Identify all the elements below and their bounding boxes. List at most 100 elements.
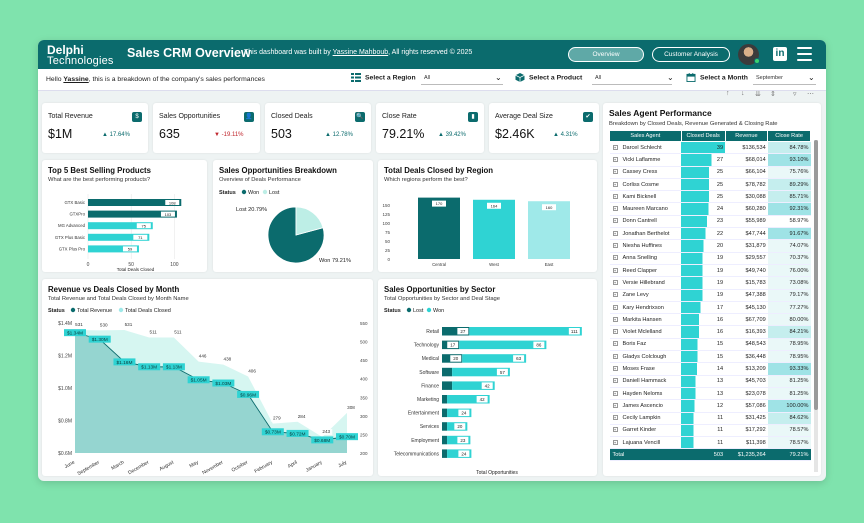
drill-down-icon[interactable]: ⇊ bbox=[755, 91, 761, 98]
month-filter-label: Select a Month bbox=[700, 74, 748, 82]
expand-row-icon[interactable]: + bbox=[612, 390, 618, 396]
agents-column-header[interactable]: Revenue bbox=[724, 130, 769, 142]
table-row[interactable]: + Kami Bicknell 25 $30,088 85.71% bbox=[609, 190, 811, 204]
month-filter[interactable]: Select a Month September ⌄ bbox=[686, 73, 816, 87]
table-row[interactable]: + Markita Hansen 16 $67,709 80.00% bbox=[609, 313, 811, 327]
expand-row-icon[interactable]: + bbox=[612, 243, 618, 249]
expand-row-icon[interactable]: + bbox=[612, 230, 618, 236]
expand-row-icon[interactable]: + bbox=[612, 292, 618, 298]
expand-row-icon[interactable]: + bbox=[612, 316, 618, 322]
expand-row-icon[interactable]: + bbox=[612, 181, 618, 187]
table-row[interactable]: + Gladys Colclough 15 $36,448 78.95% bbox=[609, 350, 811, 364]
menu-icon[interactable] bbox=[797, 47, 812, 61]
expand-row-icon[interactable]: + bbox=[612, 304, 618, 310]
expand-row-icon[interactable]: + bbox=[612, 144, 618, 150]
close-rate-cell: 92.31% bbox=[767, 202, 811, 216]
expand-row-icon[interactable]: + bbox=[612, 402, 618, 408]
revenue-cell: $47,388 bbox=[725, 289, 768, 302]
table-row[interactable]: + Kary Hendrixson 17 $45,130 77.27% bbox=[609, 301, 811, 315]
expand-row-icon[interactable]: + bbox=[612, 193, 618, 199]
table-row[interactable]: + Versie Hillebrand 19 $15,783 73.08% bbox=[609, 276, 811, 290]
agents-column-header[interactable]: Sales Agent bbox=[609, 130, 682, 142]
table-row[interactable]: + Reed Clapper 19 $49,740 76.00% bbox=[609, 264, 811, 278]
table-row[interactable]: + Zane Levy 19 $47,388 79.17% bbox=[609, 289, 811, 302]
won-data-label: 24 bbox=[461, 411, 467, 416]
revenue-month-card: Revenue vs Deals Closed by Month Total R… bbox=[42, 279, 373, 476]
expand-row-icon[interactable]: + bbox=[612, 366, 618, 371]
revenue-label-bg bbox=[311, 436, 334, 444]
expand-row-icon[interactable]: + bbox=[612, 255, 618, 261]
expand-row-icon[interactable]: + bbox=[612, 169, 618, 175]
table-row[interactable]: + James Ascencio 12 $57,086 100.00% bbox=[609, 399, 811, 413]
table-row[interactable]: + Moses Frase 14 $13,209 93.33% bbox=[609, 362, 811, 376]
region-filter[interactable]: Select a Region All ⌄ bbox=[351, 73, 503, 87]
expand-row-icon[interactable]: + bbox=[612, 341, 618, 347]
expand-row-icon[interactable]: + bbox=[612, 378, 618, 384]
agents-scrollbar[interactable] bbox=[814, 140, 818, 472]
expand-row-icon[interactable]: + bbox=[612, 218, 618, 224]
table-row[interactable]: + Boris Faz 15 $48,543 78.95% bbox=[609, 338, 811, 352]
agent-name-cell: + Hayden Neloms bbox=[609, 387, 682, 401]
table-row[interactable]: + Anna Snelling 19 $29,557 70.37% bbox=[609, 252, 811, 265]
agents-column-header[interactable]: Closed Deals bbox=[680, 130, 726, 142]
more-options-icon[interactable]: ⋯ bbox=[807, 91, 814, 98]
author-link[interactable]: Yassine Mahboub bbox=[332, 49, 389, 56]
kpi-change: ▲ 4.31% bbox=[553, 132, 578, 138]
table-row[interactable]: + Cassey Cress 25 $66,104 75.76% bbox=[609, 166, 811, 179]
table-row[interactable]: + Darcel Schlecht 39 $136,534 84.78% bbox=[609, 141, 811, 155]
nav-overview-button[interactable]: Overview bbox=[568, 47, 644, 62]
closed-deals-cell: 39 bbox=[681, 141, 726, 155]
arrow-down-icon[interactable]: ↓ bbox=[741, 90, 745, 97]
agent-name-cell: + Maureen Marcano bbox=[609, 202, 682, 216]
linkedin-icon[interactable]: in bbox=[773, 47, 787, 61]
table-row[interactable]: + Donn Cantrell 23 $55,989 58.97% bbox=[609, 215, 811, 229]
expand-row-icon[interactable]: + bbox=[612, 329, 618, 335]
filter-icon[interactable]: ▿ bbox=[793, 91, 797, 98]
arrow-up-icon[interactable]: ↑ bbox=[726, 90, 730, 97]
nav-customer-analysis-button[interactable]: Customer Analysis bbox=[652, 47, 730, 62]
product-filter[interactable]: Select a Product All ⌄ bbox=[515, 73, 674, 87]
table-row[interactable]: + Vicki Laflamme 27 $68,014 93.10% bbox=[609, 153, 811, 167]
expand-row-icon[interactable]: + bbox=[612, 353, 618, 359]
table-row[interactable]: + Garret Kinder 11 $17,292 78.57% bbox=[609, 424, 811, 438]
agent-name-cell: + Kary Hendrixson bbox=[609, 301, 682, 315]
bar-lost bbox=[442, 449, 448, 458]
table-row[interactable]: + Daniell Hammack 13 $45,703 81.25% bbox=[609, 375, 811, 388]
avatar[interactable] bbox=[738, 44, 760, 65]
expand-row-icon[interactable]: + bbox=[612, 279, 618, 285]
bar-lost bbox=[442, 408, 448, 418]
deals-data-label: 438 bbox=[224, 357, 232, 362]
revenue-label-bg bbox=[88, 335, 111, 343]
agent-name: Niesha Huffines bbox=[622, 243, 662, 250]
lost-data-label: 27 bbox=[460, 329, 466, 334]
table-row[interactable]: + Cecily Lampkin 11 $31,425 84.62% bbox=[609, 412, 811, 425]
table-row[interactable]: + Corliss Cosme 25 $78,782 89.29% bbox=[609, 178, 811, 192]
product-filter-underline bbox=[592, 84, 672, 85]
expand-row-icon[interactable]: + bbox=[612, 267, 618, 273]
table-row[interactable]: + Hayden Neloms 13 $23,078 81.25% bbox=[609, 387, 811, 401]
agent-name: Markita Hansen bbox=[622, 316, 662, 323]
table-row[interactable]: + Jonathan Berthelot 22 $47,744 91.67% bbox=[609, 227, 811, 241]
month-label: July bbox=[337, 459, 348, 469]
agent-name: Cassey Cress bbox=[622, 169, 658, 176]
y-right-tick-label: 250 bbox=[360, 432, 368, 437]
deals-breakdown-subtitle: Overview of Deals Performance bbox=[219, 177, 301, 183]
product-filter-label: Select a Product bbox=[529, 74, 583, 82]
table-row[interactable]: + Maureen Marcano 24 $60,280 92.31% bbox=[609, 202, 811, 216]
expand-icon[interactable]: ⇕ bbox=[770, 91, 776, 98]
table-row[interactable]: + Niesha Huffines 20 $31,879 74.07% bbox=[609, 239, 811, 253]
expand-row-icon[interactable]: + bbox=[612, 415, 618, 421]
agents-scrollbar-thumb[interactable] bbox=[814, 140, 818, 410]
expand-row-icon[interactable]: + bbox=[612, 156, 618, 162]
greeting: Hello Yassine, this is a breakdown of th… bbox=[46, 76, 265, 83]
expand-row-icon[interactable]: + bbox=[612, 427, 618, 433]
y-right-tick-label: 350 bbox=[360, 395, 368, 400]
table-row[interactable]: + Lajuana Vencill 11 $11,398 78.57% bbox=[609, 436, 811, 450]
lost-data-label: 17 bbox=[450, 343, 456, 348]
table-row[interactable]: + Violet Mclelland 16 $16,393 84.21% bbox=[609, 325, 811, 339]
agents-column-header[interactable]: Close Rate bbox=[767, 130, 811, 142]
expand-row-icon[interactable]: + bbox=[612, 439, 618, 445]
expand-row-icon[interactable]: + bbox=[612, 206, 618, 212]
bar-lost bbox=[442, 422, 448, 431]
chevron-down-icon: ⌄ bbox=[808, 73, 815, 82]
